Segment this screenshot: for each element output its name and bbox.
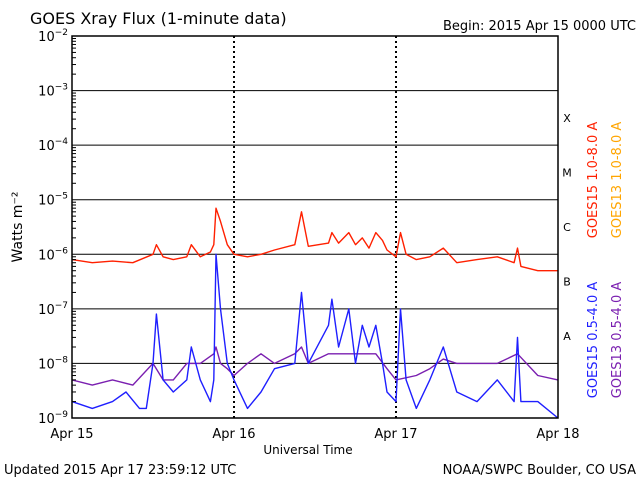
credit-label: NOAA/SWPC Boulder, CO USA [443,463,636,478]
flare-class-x: X [563,112,571,125]
flare-class-a: A [563,330,571,343]
legend: GOES15 1.0-8.0 A GOES13 1.0-8.0 A GOES15 0… [586,122,625,399]
flare-class-labels: X M C B A [562,112,572,343]
x-tick-label-0: Apr 15 [50,427,93,442]
x-axis-label: Universal Time [263,443,352,457]
y-tick-label-4: 10−6 [38,246,68,263]
y-tick-label-3: 10−5 [38,192,68,209]
y-tick-labels: 10−2 10−3 10−4 10−5 10−6 10−7 10−8 10−9 [38,28,76,427]
y-tick-label-6: 10−8 [38,355,68,372]
y-tick-label-5: 10−7 [38,301,68,318]
series-lines [71,207,559,419]
updated-label: Updated 2015 Apr 17 23:59:12 UTC [4,463,236,478]
y-tick-label-2: 10−4 [38,137,68,154]
y-tick-label-0: 10−2 [38,28,68,45]
legend-entry-1: GOES13 1.0-8.0 A [610,122,625,239]
series-line-goes15-1-0-8-0-a [71,207,558,272]
y-tick-label-7: 10−9 [38,410,68,427]
legend-entry-2: GOES15 0.5-4.0 A [586,282,601,399]
legend-entry-0: GOES15 1.0-8.0 A [586,122,601,239]
plot-border [71,35,559,419]
series-line-goes15-0-5-4-0-a [71,253,559,419]
x-tick-label-3: Apr 18 [536,427,579,442]
y-tick-label-1: 10−3 [38,83,68,100]
x-tick-labels: Apr 15 Apr 16 Apr 17 Apr 18 [50,427,579,442]
flare-class-b: B [563,276,571,289]
y-axis-label: Watts m⁻² [10,192,26,263]
series-line-goes13-0-5-4-0-a [71,346,559,386]
x-tick-label-1: Apr 16 [212,427,255,442]
flare-class-m: M [562,166,572,179]
chart-title: GOES Xray Flux (1-minute data) [30,9,287,28]
x-tick-label-2: Apr 17 [374,427,417,442]
plot-frame [71,35,559,419]
begin-label: Begin: 2015 Apr 15 0000 UTC [443,19,636,34]
y-axis-label-group: Watts m⁻² [10,192,26,263]
legend-entry-3: GOES13 0.5-4.0 A [610,282,625,399]
flare-class-c: C [563,221,571,234]
